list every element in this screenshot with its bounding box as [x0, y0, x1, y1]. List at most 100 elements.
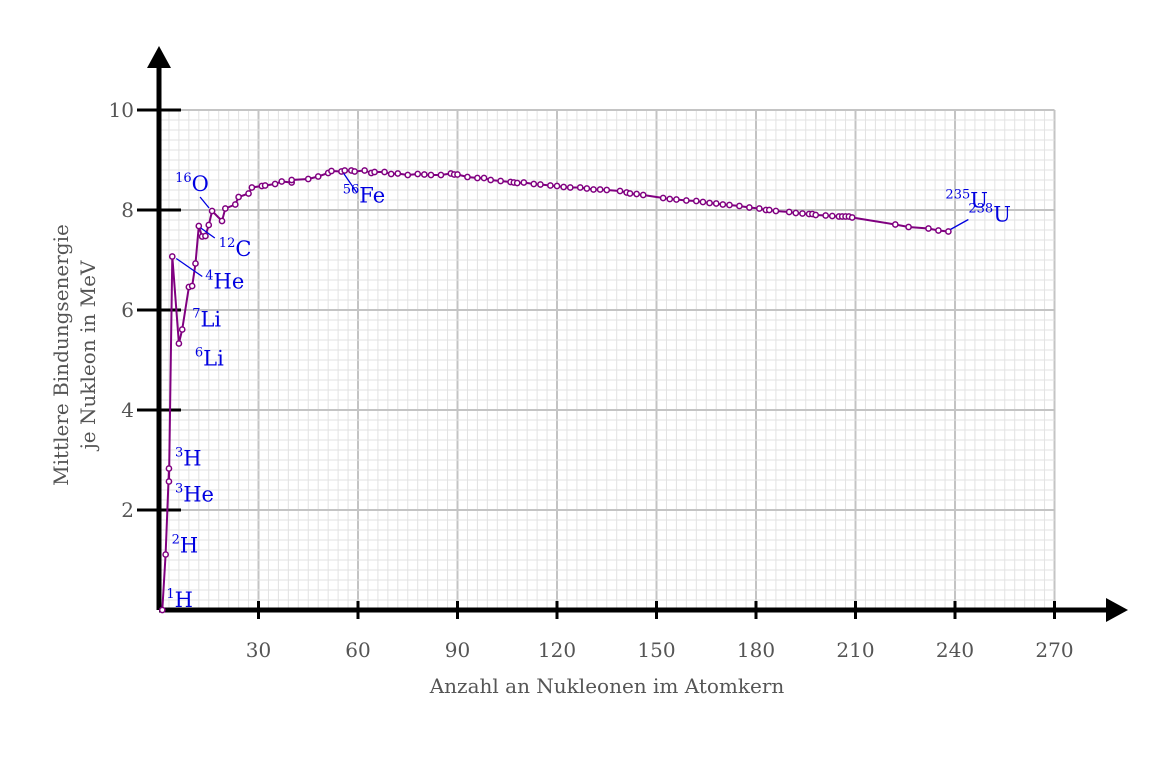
data-point: [394, 170, 402, 177]
isotope-label: 12C: [219, 236, 252, 261]
isotope-mass-number: 6: [195, 346, 203, 361]
data-point: [474, 174, 481, 182]
data-point: [719, 201, 727, 208]
data-point: [278, 178, 286, 185]
isotope-mass-number: 7: [192, 307, 200, 322]
data-point: [560, 183, 567, 191]
data-point: [188, 282, 196, 290]
data-point: [261, 182, 269, 189]
data-point: [726, 201, 733, 209]
data-point: [480, 174, 488, 182]
data-point: [547, 182, 554, 189]
data-point: [616, 187, 624, 195]
data-point: [208, 207, 216, 215]
isotope-element: Li: [200, 308, 221, 332]
isotope-element: Fe: [359, 184, 385, 208]
data-point: [165, 465, 173, 472]
isotope-label: 16O: [175, 171, 209, 196]
data-point: [175, 340, 183, 347]
data-point: [683, 197, 690, 204]
data-point: [537, 181, 544, 188]
data-point: [202, 232, 209, 240]
data-point: [404, 171, 412, 179]
x-tick-label: 90: [445, 638, 470, 662]
data-point: [633, 190, 640, 198]
isotope-mass-number: 235: [945, 188, 970, 203]
data-point: [221, 205, 229, 212]
data-point: [590, 186, 597, 193]
isotope-mass-number: 4: [205, 269, 213, 284]
data-point: [464, 173, 471, 181]
y-tick-label: 4: [121, 398, 134, 422]
isotope-label: 1H: [166, 587, 193, 612]
isotope-label: 56Fe: [343, 183, 385, 208]
data-point: [245, 190, 252, 197]
data-point: [746, 204, 753, 211]
data-point: [288, 176, 296, 184]
data-point: [626, 190, 634, 197]
data-point: [566, 184, 574, 191]
data-point: [497, 177, 504, 185]
isotope-mass-number: 12: [219, 236, 236, 251]
data-point: [848, 214, 856, 221]
isotope-element: C: [235, 237, 251, 261]
leader-line: [200, 227, 216, 239]
isotope-mass-number: 1: [166, 587, 174, 602]
data-point: [387, 170, 395, 178]
data-point: [341, 167, 349, 174]
data-point: [520, 179, 528, 186]
y-tick-label: 6: [121, 298, 134, 322]
y-axis-title-line-1: Mittlere Bindungsenergie: [49, 224, 73, 486]
data-point: [785, 208, 793, 216]
isotope-label: 235U: [945, 188, 988, 213]
data-point: [168, 253, 176, 260]
data-point: [799, 210, 806, 217]
isotope-element: O: [192, 172, 209, 196]
x-tick-label: 120: [538, 638, 576, 662]
data-point: [639, 191, 647, 199]
data-point: [659, 194, 667, 202]
y-tick-label: 2: [121, 498, 134, 522]
isotope-element: H: [175, 588, 193, 612]
data-point: [165, 478, 173, 485]
isotope-label: 238U: [968, 202, 1011, 227]
isotope-element: He: [183, 483, 214, 507]
isotope-element: H: [180, 534, 198, 558]
data-point: [437, 171, 445, 179]
data-point: [699, 198, 707, 206]
data-point: [812, 211, 820, 219]
data-point: [371, 168, 378, 176]
data-point: [314, 173, 322, 180]
data-point: [427, 171, 435, 179]
data-point: [195, 222, 203, 230]
series-layer: [158, 167, 952, 614]
data-point: [583, 185, 591, 192]
data-point: [381, 168, 388, 176]
data-point: [158, 606, 166, 614]
data-point: [765, 206, 773, 214]
isotope-element: H: [183, 447, 201, 471]
leader-line: [950, 218, 969, 231]
data-point: [235, 193, 242, 201]
data-point: [935, 227, 942, 234]
data-point: [603, 186, 611, 194]
grid: [159, 109, 1056, 610]
isotope-element: U: [993, 203, 1011, 227]
x-axis-title: Anzahl an Nukleonen im Atomkern: [429, 674, 785, 698]
data-point: [673, 196, 680, 203]
data-point: [530, 180, 538, 188]
leader-line: [343, 173, 358, 193]
data-point: [712, 200, 720, 207]
y-axis-title-line-2: je Nukleon in MeV: [76, 260, 100, 451]
x-tick-label: 30: [246, 638, 271, 662]
data-point: [828, 212, 836, 220]
data-point: [414, 170, 422, 178]
data-point: [736, 202, 743, 210]
y-tick-label: 8: [121, 198, 134, 222]
data-point: [596, 186, 604, 193]
data-point: [192, 260, 199, 267]
data-point: [576, 184, 584, 191]
data-point: [945, 228, 952, 235]
